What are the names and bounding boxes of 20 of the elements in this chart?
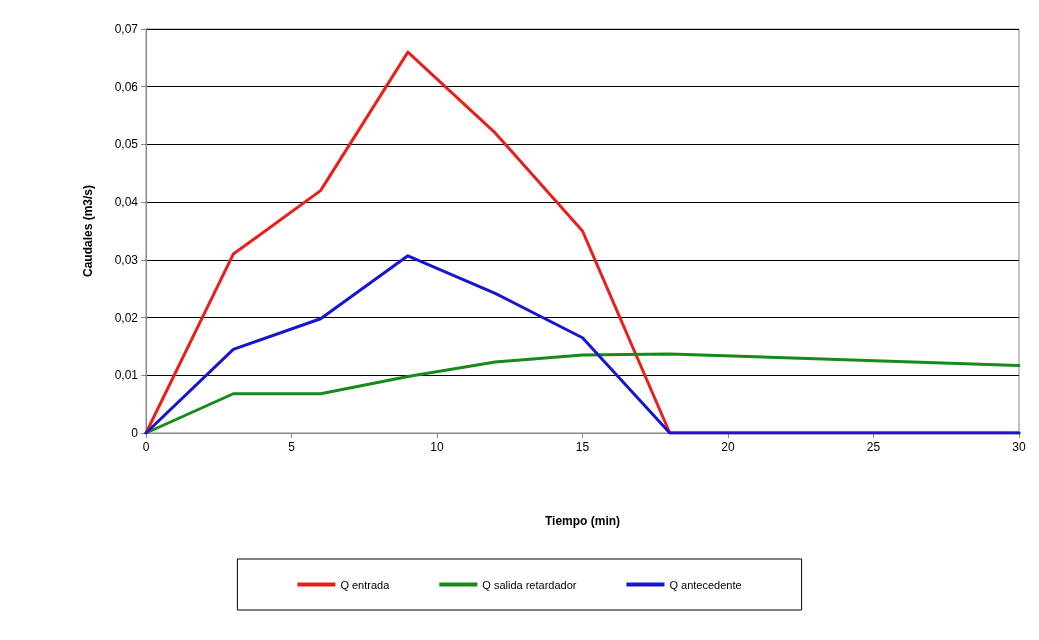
x-tick-label: 20	[721, 440, 735, 454]
y-tick-label: 0,06	[114, 79, 139, 94]
legend-label: Q salida retardador	[482, 578, 577, 591]
y-tick-label: 0,02	[114, 310, 139, 325]
x-tick-label: 25	[866, 440, 881, 454]
y-tick-label: 0,07	[114, 22, 139, 36]
y-tick-label: 0,01	[114, 368, 139, 383]
legend-label: Q entrada	[340, 578, 391, 591]
x-tick-label: 15	[575, 440, 590, 454]
x-tick-label: 10	[430, 440, 444, 454]
x-axis-title: Tiempo (min)	[544, 514, 621, 528]
y-tick-label: 0,04	[114, 195, 139, 210]
x-tick-label: 30	[1012, 440, 1026, 454]
y-tick-label: 0	[131, 426, 139, 440]
x-tick-label: 5	[288, 440, 296, 454]
y-tick-label: 0,05	[114, 137, 139, 152]
legend-label: Q antecedente	[669, 578, 742, 591]
x-tick-label: 0	[142, 440, 150, 454]
y-axis-title: Caudales (m3/s)	[81, 184, 95, 278]
y-tick-label: 0,03	[114, 252, 139, 267]
